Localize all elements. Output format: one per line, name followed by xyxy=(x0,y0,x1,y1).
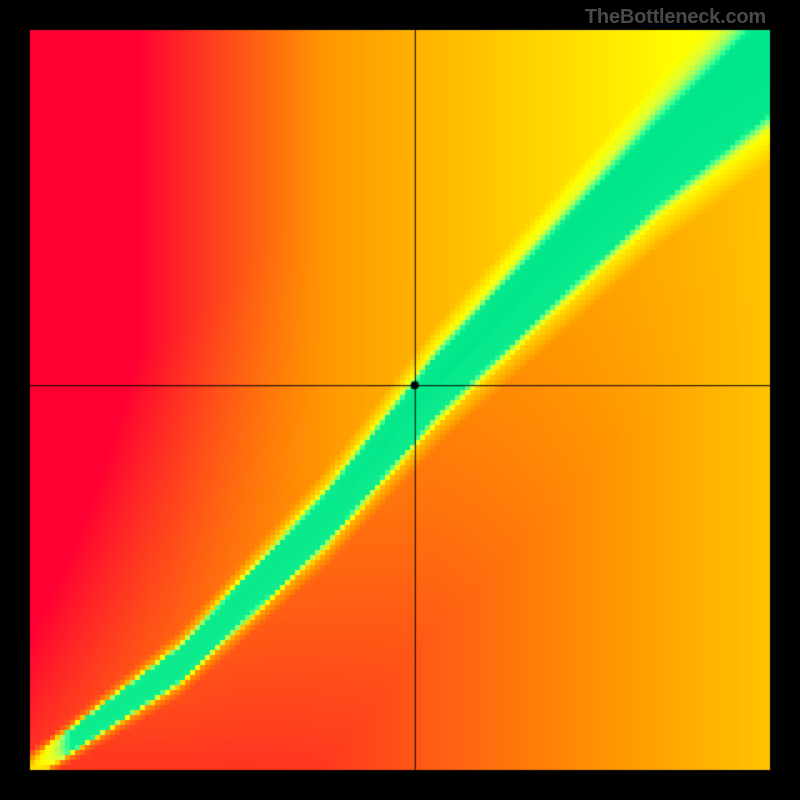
watermark-text: TheBottleneck.com xyxy=(585,6,766,29)
chart-container: TheBottleneck.com xyxy=(0,0,800,800)
heatmap-canvas xyxy=(0,0,800,800)
